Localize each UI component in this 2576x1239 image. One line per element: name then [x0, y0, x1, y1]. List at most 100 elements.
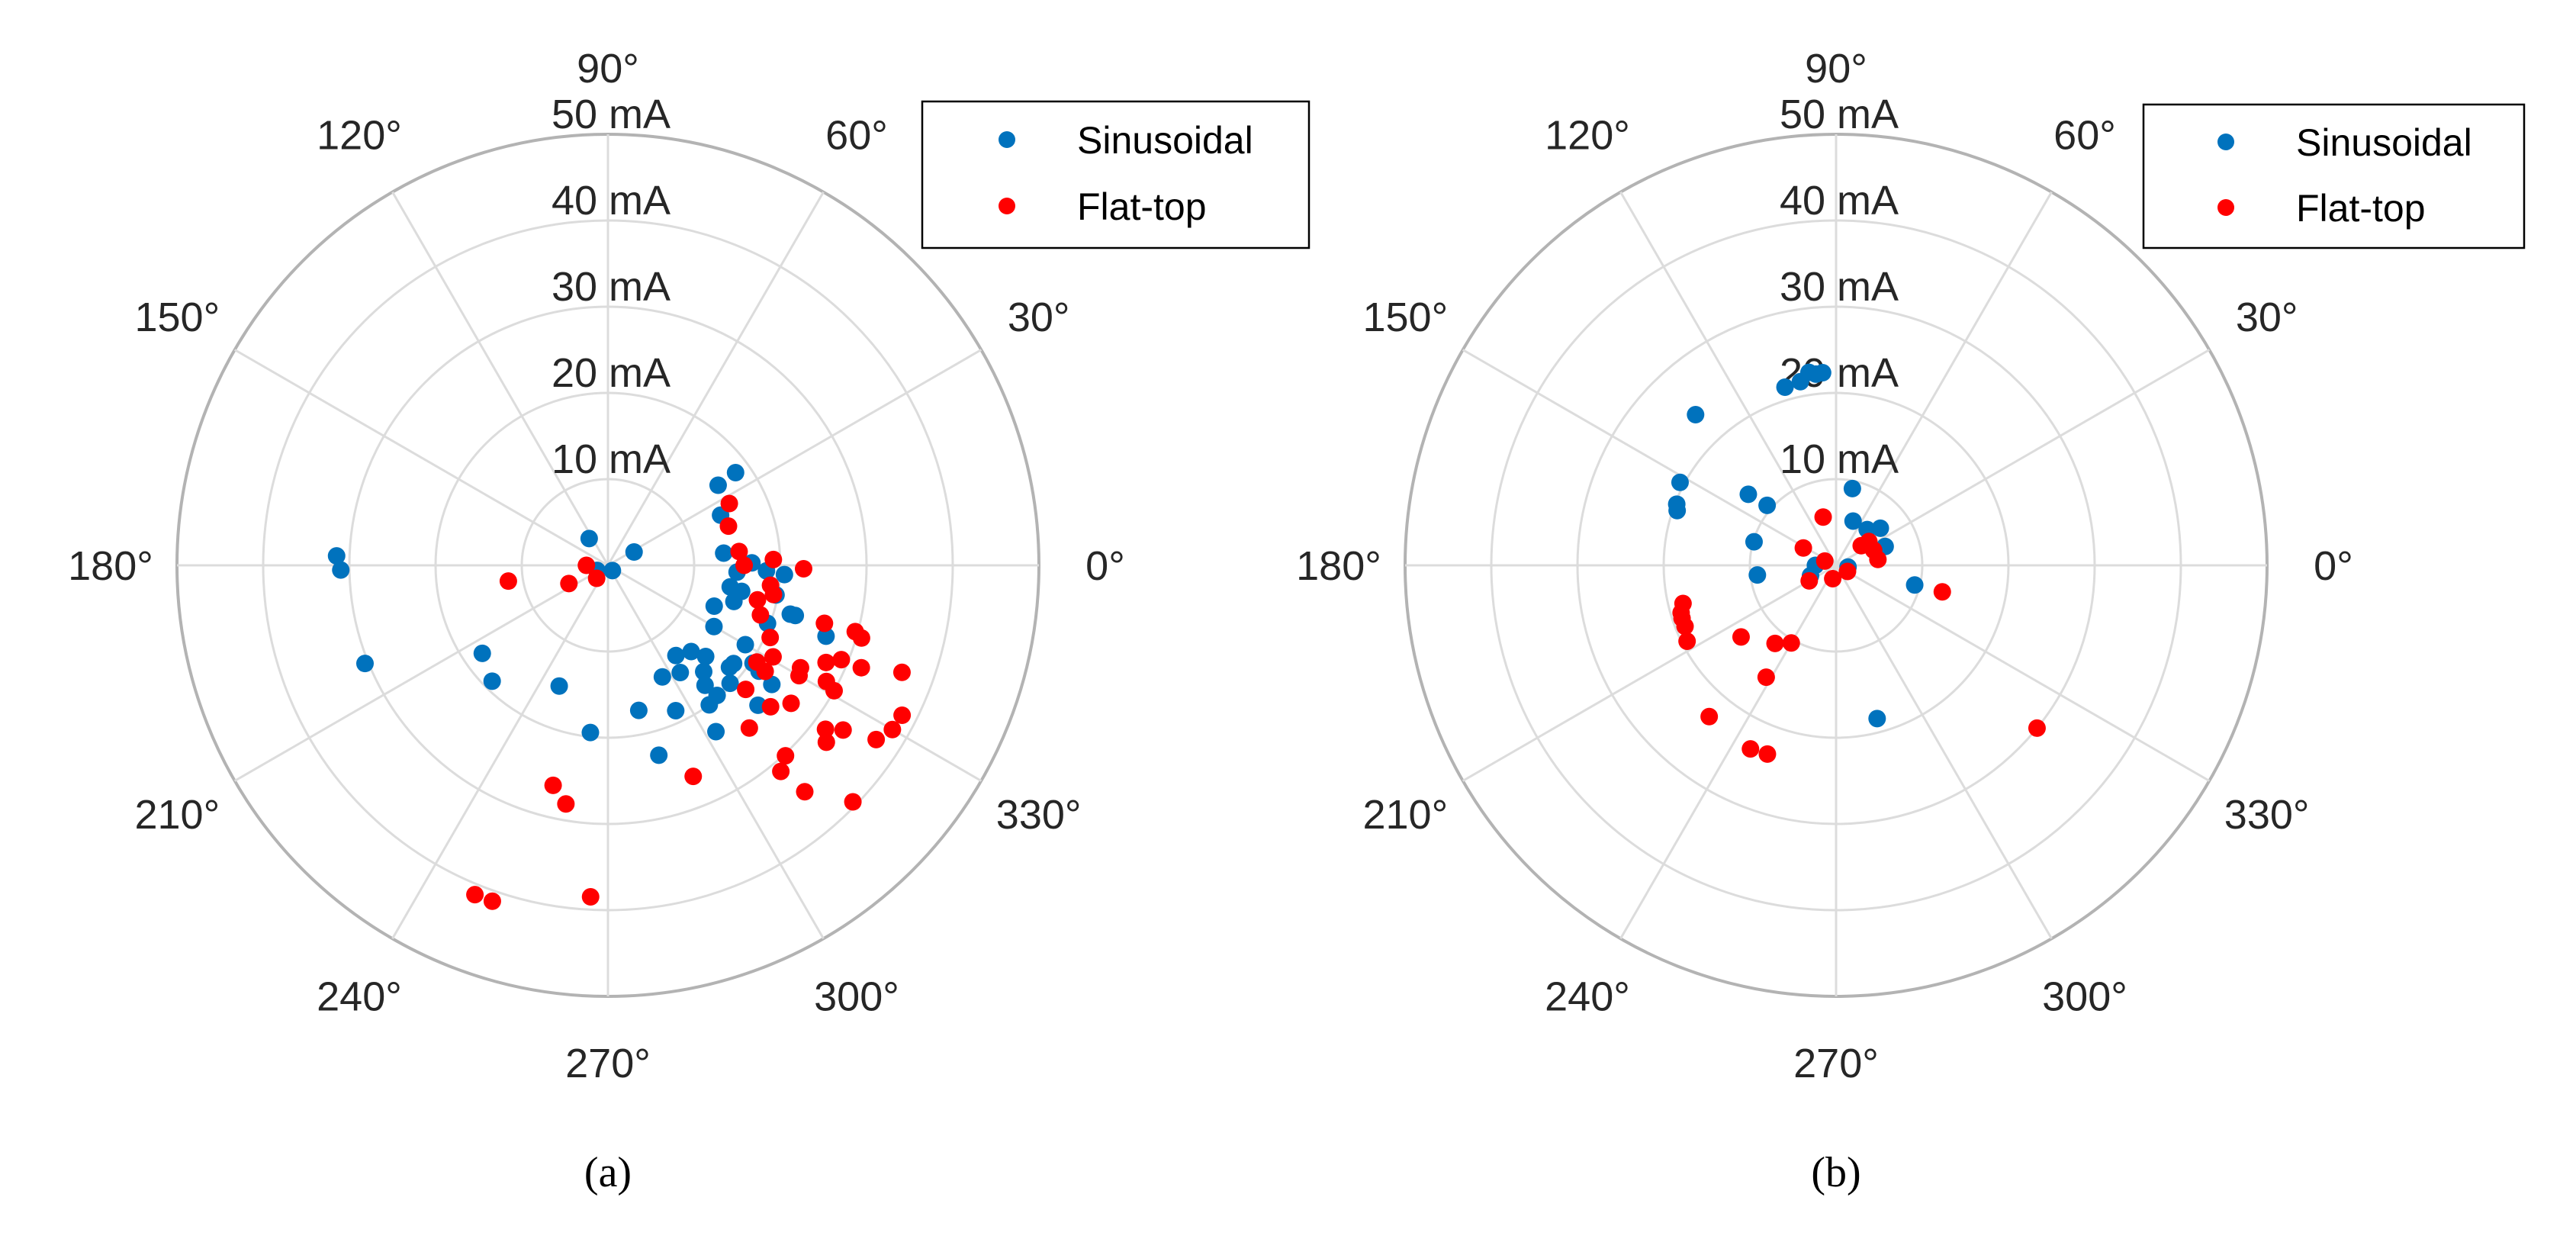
point-flat-top: [892, 663, 911, 681]
point-flat-top: [815, 614, 834, 632]
point-sinusoidal: [1687, 405, 1705, 423]
grid-spoke-150: [1462, 349, 1837, 567]
point-sinusoidal: [580, 529, 598, 548]
point-sinusoidal: [707, 722, 725, 741]
radial-tick-label: 20 mA: [552, 350, 671, 396]
point-flat-top: [834, 721, 852, 739]
point-sinusoidal: [1871, 519, 1889, 537]
grid-spoke-300: [606, 565, 825, 940]
point-flat-top: [844, 793, 862, 811]
point-flat-top: [893, 706, 912, 724]
legend-marker-sinusoidal: [999, 131, 1015, 148]
point-flat-top: [852, 658, 870, 677]
point-flat-top: [557, 795, 575, 813]
point-sinusoidal: [715, 544, 733, 562]
point-flat-top: [1766, 634, 1784, 652]
polar-plot-b: 0° 30° 60° 90° 120° 150° 180° 210° 240° 270° 300° 3…: [1296, 46, 2526, 1196]
point-flat-top: [777, 747, 795, 765]
radial-tick-label: 40 mA: [1780, 178, 1899, 224]
point-flat-top: [764, 585, 783, 603]
point-sinusoidal: [1758, 496, 1777, 514]
point-flat-top: [794, 559, 812, 578]
point-flat-top: [790, 667, 809, 685]
grid-spoke-240: [391, 565, 609, 940]
point-flat-top: [867, 730, 886, 748]
grid-spoke-120: [391, 191, 609, 566]
legend-box: [2142, 103, 2526, 249]
angle-tick-label: 270°: [1793, 1041, 1879, 1086]
point-flat-top: [2028, 719, 2046, 737]
point-sinusoidal: [696, 647, 715, 665]
angle-tick-label: 300°: [814, 974, 899, 1020]
point-flat-top: [1815, 552, 1834, 570]
radial-tick-label: 30 mA: [552, 264, 671, 310]
point-flat-top: [684, 768, 703, 786]
radial-tick-label: 30 mA: [1780, 264, 1899, 310]
legend-label-sinusoidal: Sinusoidal: [1077, 119, 1253, 162]
tick-labels: 0° 30° 60° 90° 120° 150° 180° 210° 240° 270° 300° 3…: [68, 46, 1125, 1086]
polar-grid: [175, 133, 1040, 998]
point-flat-top: [816, 720, 835, 739]
point-flat-top: [1782, 634, 1800, 652]
angle-tick-label: 210°: [1362, 792, 1448, 838]
angle-tick-label: 180°: [1296, 543, 1381, 589]
point-flat-top: [740, 719, 758, 737]
point-flat-top: [1794, 539, 1812, 557]
point-sinusoidal: [705, 617, 723, 636]
point-sinusoidal: [650, 746, 668, 764]
grid-spoke-240: [1619, 565, 1838, 940]
legend-marker-flat-top: [2217, 199, 2234, 216]
point-sinusoidal: [1739, 485, 1758, 504]
point-flat-top: [544, 776, 562, 794]
point-sinusoidal: [1843, 479, 1861, 497]
angle-tick-label: 330°: [996, 792, 1082, 838]
point-sinusoidal: [1813, 363, 1832, 381]
grid-spoke-30: [607, 349, 982, 567]
point-flat-top: [756, 662, 774, 681]
angle-tick-label: 0°: [1085, 543, 1125, 589]
angle-tick-label: 120°: [317, 112, 402, 158]
angle-tick-label: 90°: [577, 46, 639, 92]
grid-spoke-150: [233, 349, 609, 567]
point-flat-top: [1933, 583, 1951, 601]
caption-b: (b): [1811, 1149, 1860, 1196]
angle-tick-label: 210°: [134, 792, 220, 838]
point-sinusoidal: [473, 644, 491, 662]
point-flat-top: [735, 556, 754, 574]
point-sinusoidal: [1776, 378, 1794, 396]
angle-tick-label: 330°: [2224, 792, 2310, 838]
caption-a: (a): [584, 1149, 632, 1196]
point-sinusoidal: [1671, 473, 1689, 491]
radial-tick-label: 10 mA: [1780, 436, 1899, 482]
point-sinusoidal: [1668, 501, 1687, 520]
point-flat-top: [761, 629, 780, 647]
point-sinusoidal: [625, 543, 643, 562]
point-flat-top: [748, 591, 767, 609]
point-flat-top: [1824, 570, 1842, 588]
grid-spoke-60: [606, 191, 825, 566]
angle-tick-label: 150°: [134, 294, 220, 340]
angle-tick-label: 240°: [317, 974, 402, 1020]
point-sinusoidal: [550, 677, 568, 695]
angle-tick-label: 300°: [2042, 974, 2127, 1020]
grid-spoke-300: [1835, 565, 2053, 940]
point-flat-top: [1678, 632, 1696, 651]
point-flat-top: [1814, 508, 1832, 526]
point-flat-top: [1869, 550, 1887, 568]
point-sinusoidal: [682, 642, 700, 661]
point-sinusoidal: [332, 561, 350, 579]
point-flat-top: [832, 651, 851, 669]
point-flat-top: [883, 720, 902, 739]
point-flat-top: [796, 783, 814, 801]
point-flat-top: [817, 733, 835, 751]
legend-label-flat-top: Flat-top: [1077, 185, 1207, 228]
grid-spoke-210: [1462, 564, 1837, 782]
point-sinusoidal: [667, 701, 685, 719]
angle-tick-label: 60°: [825, 112, 888, 158]
point-sinusoidal: [720, 658, 738, 677]
point-sinusoidal: [1799, 363, 1818, 381]
grid-spoke-60: [1835, 191, 2053, 566]
point-flat-top: [782, 694, 800, 713]
legend-box: [921, 100, 1311, 249]
radial-tick-label: 50 mA: [1780, 92, 1899, 137]
